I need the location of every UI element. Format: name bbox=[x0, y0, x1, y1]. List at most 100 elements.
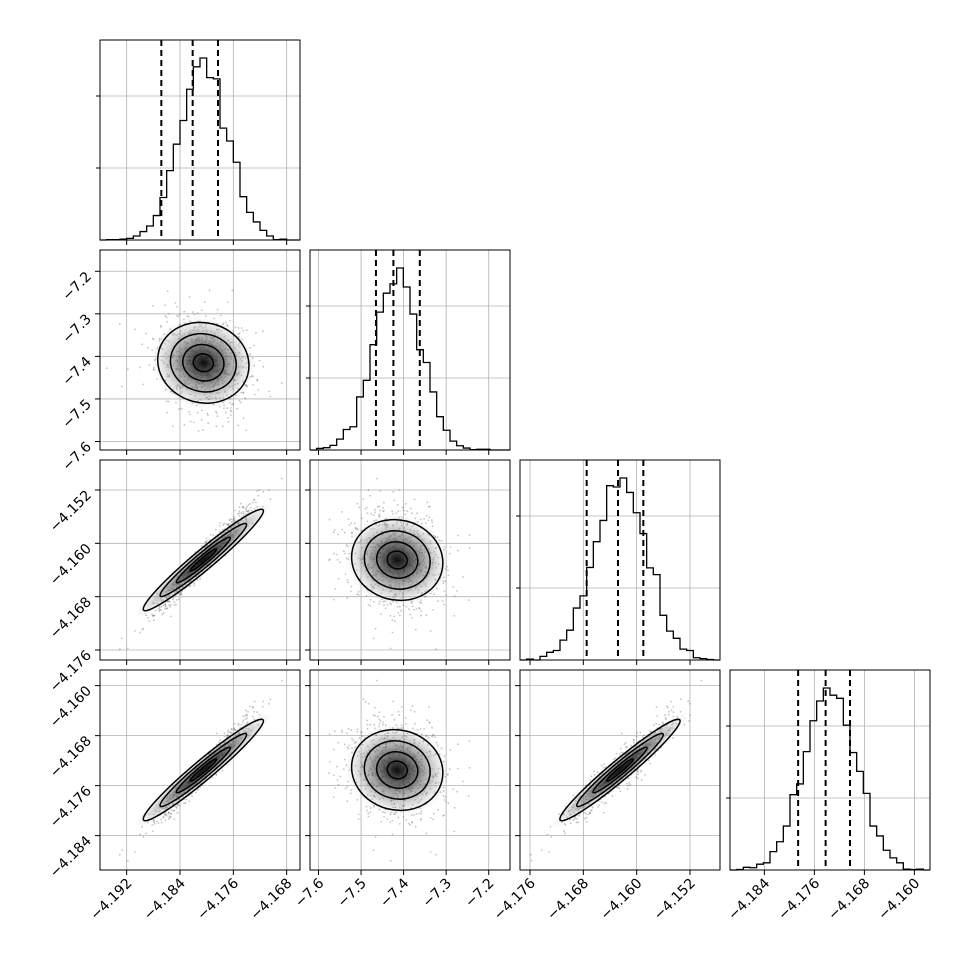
scatter-point bbox=[427, 505, 430, 508]
panel-frame bbox=[309, 249, 511, 451]
y-tick-label: −4.152 bbox=[47, 488, 95, 536]
scatter-point bbox=[246, 717, 249, 719]
scatter-point bbox=[253, 710, 255, 713]
scatter-point bbox=[227, 416, 229, 419]
density-contour bbox=[189, 758, 218, 782]
scatter-point bbox=[159, 608, 161, 611]
scatter-point bbox=[240, 512, 243, 515]
scatter-point bbox=[147, 616, 149, 619]
scatter-point bbox=[153, 614, 156, 617]
scatter-point bbox=[252, 501, 254, 504]
scatter-point bbox=[209, 533, 212, 536]
scatter-point bbox=[428, 721, 431, 723]
scatter-point bbox=[164, 608, 166, 610]
scatter-point bbox=[121, 637, 123, 640]
scatter-point bbox=[223, 735, 226, 738]
scatter-point bbox=[216, 308, 219, 311]
scatter-point bbox=[389, 647, 392, 650]
scatter-point bbox=[540, 849, 543, 851]
scatter-point bbox=[398, 714, 401, 716]
scatter-point bbox=[189, 585, 192, 587]
scatter-point bbox=[241, 506, 244, 509]
scatter-point bbox=[170, 812, 173, 815]
scatter-point bbox=[441, 814, 444, 817]
scatter-point bbox=[409, 613, 411, 616]
scatter-point bbox=[188, 296, 191, 298]
scatter-point bbox=[206, 412, 209, 415]
scatter-point bbox=[151, 824, 154, 826]
scatter-point bbox=[340, 511, 343, 513]
scatter-point bbox=[269, 498, 272, 500]
panel-1-0: −7.2−7.3−7.4−7.5−7.6 bbox=[59, 249, 301, 474]
y-tick-label: −4.184 bbox=[47, 833, 95, 881]
scatter-point bbox=[157, 608, 160, 611]
scatter-point bbox=[342, 768, 345, 771]
scatter-point bbox=[428, 516, 431, 519]
scatter-point bbox=[411, 821, 413, 824]
scatter-point bbox=[158, 610, 161, 612]
x-tick-label: −7.4 bbox=[377, 875, 412, 910]
scatter-point bbox=[178, 408, 181, 411]
scatter-point bbox=[332, 796, 335, 798]
scatter-point bbox=[425, 832, 428, 835]
scatter-point bbox=[435, 853, 438, 856]
scatter-point bbox=[152, 615, 155, 617]
scatter-point bbox=[281, 679, 283, 682]
scatter-point bbox=[332, 774, 335, 777]
density-shade bbox=[344, 723, 450, 817]
x-tick-label: −7.2 bbox=[462, 876, 497, 911]
scatter-point bbox=[406, 510, 409, 512]
scatter-point bbox=[409, 507, 412, 510]
scatter-point bbox=[383, 816, 385, 818]
scatter-point bbox=[233, 518, 235, 520]
scatter-point bbox=[105, 367, 108, 370]
scatter-point bbox=[219, 522, 222, 524]
x-tick-label: −4.176 bbox=[194, 875, 242, 923]
scatter-point bbox=[226, 301, 229, 303]
scatter-point bbox=[118, 322, 121, 325]
scatter-point bbox=[433, 812, 435, 815]
scatter-point bbox=[244, 507, 247, 510]
scatter-point bbox=[603, 802, 606, 805]
scatter-point bbox=[389, 821, 391, 824]
scatter-point bbox=[400, 609, 403, 612]
scatter-point bbox=[237, 724, 240, 727]
y-tick-label: −7.6 bbox=[59, 439, 94, 474]
panel-frame bbox=[99, 459, 301, 661]
scatter-point bbox=[453, 595, 456, 598]
scatter-point bbox=[249, 705, 252, 708]
scatter-point bbox=[162, 816, 165, 818]
scatter-point bbox=[152, 338, 155, 340]
scatter-point bbox=[188, 411, 191, 413]
scatter-point bbox=[244, 718, 247, 720]
scatter-point bbox=[175, 314, 178, 317]
scatter-point bbox=[428, 722, 431, 724]
scatter-point bbox=[343, 531, 346, 534]
scatter-point bbox=[233, 518, 235, 520]
scatter-point bbox=[229, 731, 232, 734]
scatter-point bbox=[237, 424, 240, 427]
scatter-point bbox=[589, 811, 591, 814]
scatter-point bbox=[411, 605, 414, 608]
scatter-point bbox=[207, 414, 209, 416]
density-shade bbox=[134, 501, 273, 619]
scatter-point bbox=[148, 620, 151, 622]
scatter-point bbox=[403, 509, 406, 512]
scatter-point bbox=[161, 613, 164, 616]
scatter-point bbox=[181, 593, 184, 595]
scatter-point bbox=[392, 700, 395, 703]
scatter-point bbox=[383, 501, 385, 504]
scatter-point bbox=[164, 604, 167, 607]
scatter-point bbox=[429, 816, 432, 819]
scatter-point bbox=[220, 314, 223, 317]
scatter-point bbox=[366, 727, 369, 730]
scatter-point bbox=[378, 711, 381, 714]
scatter-point bbox=[626, 782, 628, 785]
scatter-point bbox=[400, 706, 403, 708]
scatter-point bbox=[449, 749, 452, 752]
scatter-point bbox=[253, 700, 256, 703]
scatter-point bbox=[379, 509, 381, 512]
density-contour bbox=[363, 530, 431, 590]
scatter-point bbox=[369, 494, 372, 497]
scatter-point bbox=[171, 598, 174, 601]
